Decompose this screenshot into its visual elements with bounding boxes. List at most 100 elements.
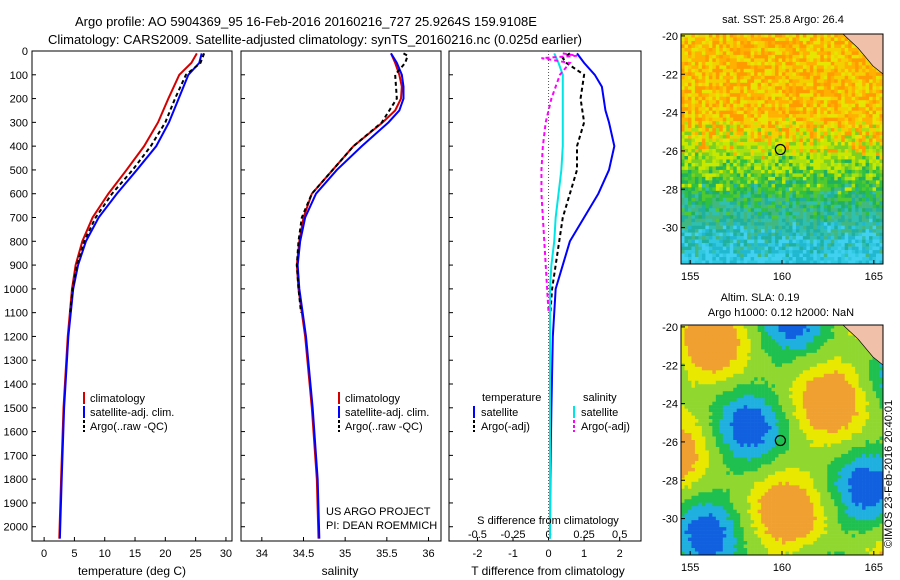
series-line-argo-raw-qc bbox=[295, 52, 409, 313]
float-position-marker bbox=[774, 143, 786, 156]
depth-axis: 0 100 200 300 400 500 600 700 800 900 1000 1100 1200… bbox=[4, 46, 453, 534]
depth-tick-label: 400 bbox=[10, 141, 28, 153]
depth-tick-label: 1400 bbox=[4, 379, 28, 391]
x-tick-label: -2 bbox=[473, 548, 483, 560]
sla-map bbox=[681, 324, 884, 556]
legend-item: Argo(..raw -QC) bbox=[345, 421, 423, 433]
x-tick-label: 10 bbox=[99, 548, 111, 560]
depth-tick-label: 0 bbox=[22, 46, 28, 58]
x-tick-label: 2 bbox=[617, 548, 623, 560]
top-tick-label: 0 bbox=[545, 529, 551, 541]
x-tick-label: 25 bbox=[190, 548, 202, 560]
map-y-tick-label: -22 bbox=[662, 69, 678, 81]
depth-tick-label: 1300 bbox=[4, 355, 28, 367]
temperature-series bbox=[58, 52, 206, 539]
depth-tick-label: 800 bbox=[10, 236, 28, 248]
difference-axis-label: T difference from climatology bbox=[471, 564, 625, 578]
temperature-legend: climatology satellite-adj. clim. Argo(..… bbox=[83, 392, 174, 433]
x-tick-label: 5 bbox=[71, 548, 77, 560]
x-tick-label: 36 bbox=[422, 548, 434, 560]
map-y-tick-label: -24 bbox=[662, 399, 678, 411]
series-line-argo-raw-qc bbox=[69, 53, 206, 313]
copyright-label: ©IMOS 23-Feb-2016 20:40:01 bbox=[883, 400, 895, 548]
legend-item: satellite-adj. clim. bbox=[345, 407, 429, 419]
depth-tick-label: 1600 bbox=[4, 427, 28, 439]
depth-tick-label: 900 bbox=[10, 260, 28, 272]
legend-item: satellite bbox=[481, 407, 518, 419]
sla-map-title-1: Altim. SLA: 0.19 bbox=[721, 292, 800, 304]
legend-item: climatology bbox=[345, 393, 401, 405]
map-y-tick-label: -20 bbox=[662, 31, 678, 43]
x-tick-label: 30 bbox=[220, 548, 232, 560]
depth-tick-label: 600 bbox=[10, 189, 28, 201]
map-y-tick-label: -28 bbox=[662, 184, 678, 196]
map-y-tick-label: -24 bbox=[662, 108, 678, 120]
legend-item: climatology bbox=[90, 393, 146, 405]
series-line-temperature-satellite bbox=[548, 52, 616, 539]
legend-item: Argo(..raw -QC) bbox=[90, 421, 168, 433]
temperature-axis-label: temperature (deg C) bbox=[78, 564, 186, 578]
temperature-x-axis: 0 5 10 15 20 25 30 bbox=[41, 537, 232, 560]
depth-tick-label: 200 bbox=[10, 94, 28, 106]
map-x-tick-label: 160 bbox=[773, 271, 791, 283]
depth-tick-label: 700 bbox=[10, 213, 28, 225]
map-x-tick-label: 155 bbox=[681, 562, 699, 574]
map-x-tick-label: 155 bbox=[681, 271, 699, 283]
legend-item: Argo(-adj) bbox=[581, 421, 630, 433]
s-difference-label: S difference from climatology bbox=[477, 515, 619, 527]
credit-project: US ARGO PROJECT bbox=[326, 506, 431, 518]
top-tick-label: 0.25 bbox=[573, 529, 594, 541]
temperature-panel-frame bbox=[31, 50, 233, 542]
difference-x-axis: -2 -1 0 1 2 bbox=[473, 51, 623, 560]
legend-item: Argo(-adj) bbox=[481, 421, 530, 433]
series-line-temperature-argo-adj bbox=[549, 52, 586, 313]
map-y-tick-label: -28 bbox=[662, 475, 678, 487]
x-tick-label: 0 bbox=[41, 548, 47, 560]
map-x-tick-label: 160 bbox=[773, 562, 791, 574]
depth-tick-label: 300 bbox=[10, 117, 28, 129]
header-line-2: Climatology: CARS2009. Satellite-adjuste… bbox=[48, 32, 582, 47]
legend-item: satellite-adj. clim. bbox=[90, 407, 174, 419]
map-y-tick-label: -30 bbox=[662, 514, 678, 526]
map-y-tick-label: -26 bbox=[662, 146, 678, 158]
series-line-satellite-adj-clim bbox=[58, 53, 203, 539]
legend-item: satellite bbox=[581, 407, 618, 419]
top-tick-label: 0.5 bbox=[612, 529, 627, 541]
credit-pi: PI: DEAN ROEMMICH bbox=[326, 520, 437, 532]
series-line-climatology bbox=[58, 52, 198, 539]
depth-tick-label: 1800 bbox=[4, 474, 28, 486]
x-tick-label: 15 bbox=[129, 548, 141, 560]
difference-series bbox=[540, 52, 616, 539]
salinity-axis-label: salinity bbox=[322, 564, 359, 578]
depth-tick-label: 1700 bbox=[4, 450, 28, 462]
map-y-tick-label: -20 bbox=[662, 322, 678, 334]
sst-map bbox=[681, 33, 884, 265]
series-line-salinity-satellite bbox=[548, 52, 564, 539]
map-x-tick-label: 165 bbox=[865, 562, 883, 574]
x-tick-label: 34.5 bbox=[293, 548, 314, 560]
salinity-series bbox=[295, 52, 409, 539]
sst-map-axes: -20 -22 -24 -26 -28 -30 155 160 165 bbox=[662, 31, 883, 283]
depth-tick-label: 1000 bbox=[4, 284, 28, 296]
depth-tick-label: 500 bbox=[10, 165, 28, 177]
map-x-tick-label: 165 bbox=[865, 271, 883, 283]
sst-map-title: sat. SST: 25.8 Argo: 26.4 bbox=[722, 14, 844, 26]
series-line-climatology bbox=[295, 52, 403, 539]
depth-tick-label: 100 bbox=[10, 70, 28, 82]
map-y-tick-label: -26 bbox=[662, 437, 678, 449]
salinity-x-axis: 34 34.5 35 35.5 36 bbox=[256, 537, 435, 560]
x-tick-label: -1 bbox=[508, 548, 518, 560]
series-line-salinity-argo-adj bbox=[540, 52, 578, 313]
legend-sal-title: salinity bbox=[583, 392, 617, 404]
x-tick-label: 35 bbox=[339, 548, 351, 560]
map-y-tick-label: -30 bbox=[662, 223, 678, 235]
x-tick-label: 0 bbox=[545, 548, 551, 560]
top-tick-label: -0.25 bbox=[500, 529, 525, 541]
sla-map-axes: -20 -22 -24 -26 -28 -30 155 160 165 bbox=[662, 322, 883, 574]
map-y-tick-label: -22 bbox=[662, 360, 678, 372]
depth-tick-label: 2000 bbox=[4, 522, 28, 534]
float-position-marker bbox=[774, 434, 786, 447]
difference-legend: temperature salinity satellite Argo(-adj… bbox=[473, 392, 630, 433]
sla-map-title-2: Argo h1000: 0.12 h2000: NaN bbox=[708, 307, 854, 319]
